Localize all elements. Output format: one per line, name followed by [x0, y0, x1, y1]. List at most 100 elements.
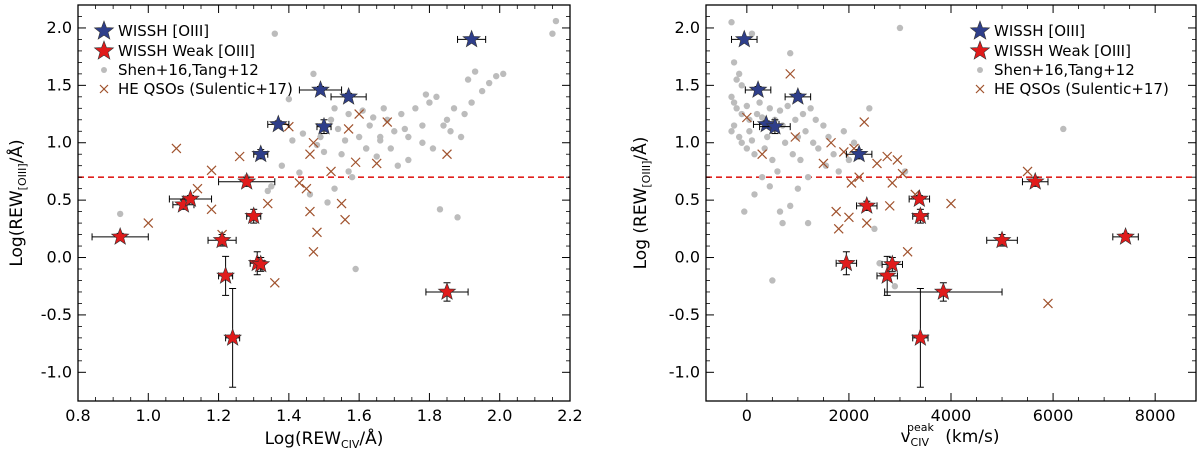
y-axis-label-right: Log (REW[OIII]/Å) — [629, 137, 653, 270]
point-right-s2-17 — [746, 128, 753, 135]
point-left-s2-18 — [341, 137, 349, 144]
point-left-s2-62 — [334, 125, 342, 133]
point-right-s2-61 — [758, 173, 766, 181]
point-left-s2-11 — [310, 70, 317, 78]
point-left-s2-42 — [433, 93, 440, 101]
point-left-s2-37 — [412, 105, 419, 112]
point-left-s3-0 — [143, 218, 154, 229]
point-left-s1-3 — [212, 230, 232, 249]
point-left-s2-56 — [493, 72, 500, 80]
point-right-s2-38 — [799, 110, 807, 118]
point-left-s3-1 — [171, 143, 182, 154]
point-right-s2-13 — [728, 128, 735, 135]
point-left-s2-45 — [443, 116, 451, 123]
legend-left-label-1: WISSH [OIII] — [118, 22, 209, 40]
point-right-s3-1 — [757, 149, 768, 160]
point-left-s2-61 — [377, 137, 384, 144]
point-right-s2-10 — [743, 102, 751, 110]
point-right-s3-14 — [861, 218, 872, 229]
point-right-s3-15 — [872, 158, 882, 169]
xtick-label-left-7: 2.2 — [557, 406, 582, 425]
panel-right-legend: WISSH [OIII] WISSH Weak [OIII]Shen+16,Tan… — [969, 20, 1169, 98]
point-right-s3-7 — [833, 223, 844, 234]
point-right-s2-25 — [766, 105, 774, 112]
point-left-s2-66 — [419, 122, 426, 129]
point-left-s2-46 — [447, 128, 454, 135]
point-left-s2-15 — [327, 116, 335, 123]
ytick-label-left-6: 2.0 — [47, 18, 72, 37]
legend-right-marker-1 — [969, 20, 991, 40]
legend-right-marker-2 — [969, 40, 991, 60]
point-left-s2-64 — [345, 168, 352, 175]
point-left-s3-23 — [371, 158, 382, 169]
point-left-s3-2 — [192, 183, 203, 194]
legend-right-label-4: HE QSOs (Sulentic+17) — [994, 80, 1169, 98]
point-right-s2-8 — [733, 105, 740, 112]
point-left-s3-24 — [382, 117, 393, 128]
point-left-s2-63 — [313, 141, 321, 149]
point-right-s1-6 — [911, 328, 930, 346]
point-left-s2-10 — [306, 191, 314, 198]
point-left-s2-21 — [352, 265, 359, 273]
point-left-s2-36 — [405, 133, 412, 141]
point-left-s0-1 — [268, 114, 288, 133]
point-left-s1-2 — [181, 189, 200, 207]
point-right-s2-6 — [728, 93, 735, 101]
point-left-s2-38 — [419, 139, 426, 146]
point-right-s2-12 — [730, 122, 738, 129]
point-right-s3-12 — [854, 172, 865, 183]
xtick-label-left-6: 2.0 — [487, 406, 512, 425]
point-right-s2-15 — [738, 139, 745, 146]
point-left-s2-57 — [500, 70, 507, 78]
point-left-s0-3 — [314, 116, 334, 135]
point-left-s2-4 — [278, 162, 286, 169]
point-right-s2-19 — [751, 151, 758, 158]
point-right-s2-18 — [748, 137, 756, 144]
point-right-s2-14 — [735, 133, 743, 141]
point-left-s3-22 — [354, 109, 365, 119]
point-left-s2-13 — [320, 148, 328, 156]
point-right-s1-3 — [882, 254, 902, 273]
point-right-s2-54 — [871, 225, 878, 233]
point-left-s3-19 — [340, 214, 351, 225]
point-left-s2-43 — [436, 206, 444, 213]
point-left-s0-4 — [339, 86, 358, 105]
legend-left-label-2: WISSH Weak [OIII] — [118, 42, 255, 60]
point-right-s2-24 — [764, 133, 771, 141]
point-left-s2-22 — [355, 133, 363, 141]
point-left-s3-15 — [308, 246, 319, 257]
ytick-label-right-2: 0.0 — [675, 248, 700, 267]
point-right-s2-9 — [738, 110, 745, 118]
point-left-s3-13 — [305, 206, 315, 217]
xtick-label-right-2: 4000 — [931, 406, 972, 425]
point-left-s1-9 — [251, 254, 271, 273]
point-left-s1-7 — [244, 206, 264, 225]
point-right-s2-55 — [876, 260, 883, 267]
ytick-label-left-2: 0.0 — [47, 248, 72, 267]
point-left-s2-53 — [471, 68, 479, 75]
point-right-s2-3 — [733, 76, 740, 83]
point-right-s2-32 — [784, 102, 791, 110]
point-left-s2-3 — [264, 187, 271, 195]
point-right-s2-21 — [756, 99, 763, 106]
point-left-s2-40 — [426, 99, 433, 106]
point-left-s2-27 — [373, 153, 380, 160]
point-left-s2-67 — [331, 185, 338, 192]
ytick-label-left-5: 1.5 — [47, 75, 72, 94]
point-right-s2-23 — [761, 145, 768, 152]
point-left-s2-25 — [366, 122, 373, 129]
point-right-s3-17 — [884, 200, 895, 211]
legend-right-marker-3 — [977, 67, 983, 73]
point-left-s0-5 — [462, 29, 481, 48]
point-right-s1-8 — [992, 230, 1012, 249]
point-left-s2-58 — [549, 30, 556, 37]
point-right-s1-4 — [909, 189, 929, 207]
point-left-s2-34 — [398, 110, 405, 118]
point-left-s2-39 — [422, 91, 430, 98]
legend-left-marker-1 — [93, 20, 115, 40]
point-right-s3-24 — [1022, 166, 1033, 177]
point-right-s2-65 — [787, 202, 794, 210]
point-right-s1-10 — [1116, 227, 1135, 245]
point-right-s2-43 — [812, 116, 819, 123]
point-left-s2-59 — [552, 17, 560, 25]
